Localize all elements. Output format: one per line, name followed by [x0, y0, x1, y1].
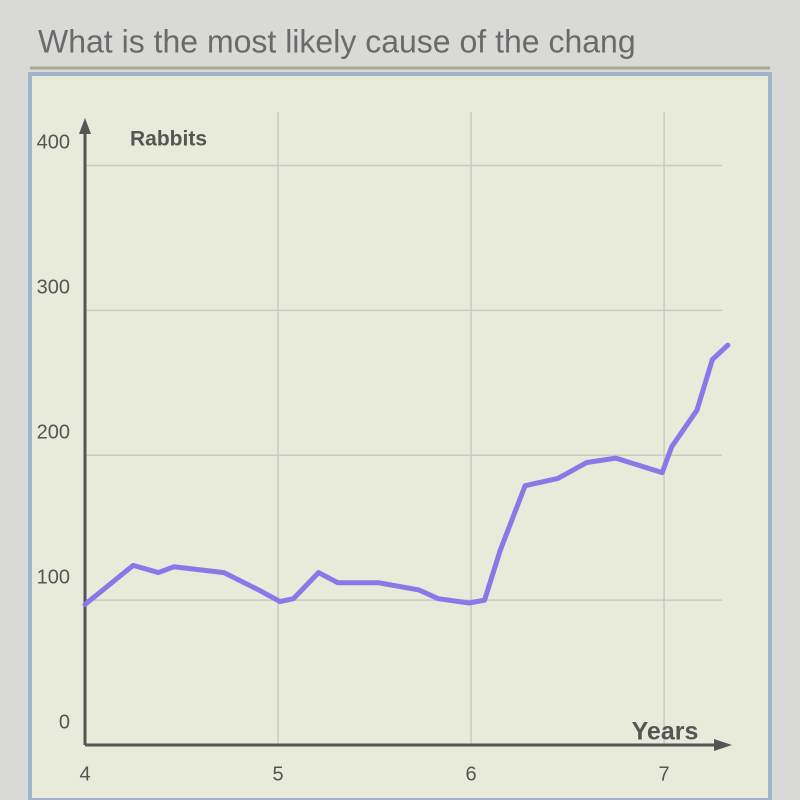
- x-tick-label: 6: [465, 763, 476, 785]
- question: What is the most likely cause of the cha…: [38, 23, 636, 59]
- data-line: [82, 342, 731, 607]
- x-axis-label: Years: [632, 718, 699, 746]
- x-tick-label: 7: [659, 763, 670, 785]
- y-tick-label: 400: [37, 132, 70, 154]
- y-axis-label: Rabbits: [130, 128, 207, 151]
- x-tick-label: 4: [79, 763, 90, 785]
- plot: 0 100 200 300 400 4 5 6 7: [37, 112, 732, 785]
- x-axis-arrow: [714, 739, 732, 751]
- y-tick-label: 300: [37, 277, 70, 299]
- y-tick-label: 100: [37, 566, 70, 588]
- x-tick-label: 5: [272, 763, 283, 785]
- y-tick-label: 200: [37, 422, 70, 444]
- chart-panel: [28, 72, 772, 800]
- y-tick-label: 0: [59, 711, 70, 733]
- y-axis-arrow: [79, 118, 91, 134]
